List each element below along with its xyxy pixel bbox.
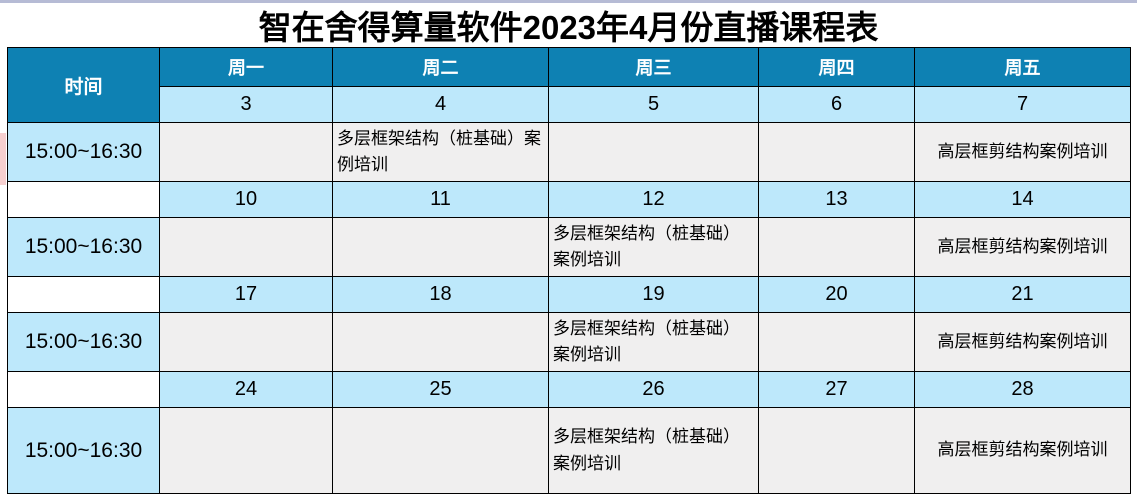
course-cell: 高层框剪结构案例培训	[914, 217, 1131, 277]
course-cell: 多层框架结构（桩基础）案例培训	[332, 122, 549, 182]
time-column-header: 时间	[7, 47, 160, 123]
empty-cell	[7, 276, 160, 313]
course-cell	[332, 217, 549, 277]
time-slot-cell: 15:00~16:30	[7, 407, 160, 494]
left-margin-marker	[0, 133, 6, 185]
course-row-week3: 15:00~16:30 多层框架结构（桩基础）案例培训 高层框剪结构案例培训	[7, 312, 1131, 372]
date-cell: 3	[159, 86, 333, 123]
date-cell: 28	[914, 371, 1131, 408]
date-row-week1: 3 4 5 6 7	[8, 86, 1131, 123]
course-cell	[159, 217, 333, 277]
time-slot-cell: 15:00~16:30	[7, 122, 160, 182]
weekday-header-mon: 周一	[159, 47, 333, 87]
page-title: 智在舍得算量软件2023年4月份直播课程表	[258, 9, 879, 46]
date-cell: 27	[758, 371, 915, 408]
date-cell: 10	[159, 181, 333, 218]
course-cell	[159, 407, 333, 494]
course-cell: 高层框剪结构案例培训	[914, 122, 1131, 182]
date-cell: 18	[332, 276, 549, 313]
course-cell: 多层框架结构（桩基础）案例培训	[548, 312, 759, 372]
date-cell: 12	[548, 181, 759, 218]
date-cell: 25	[332, 371, 549, 408]
course-cell	[159, 122, 333, 182]
course-row-week2: 15:00~16:30 多层框架结构（桩基础）案例培训 高层框剪结构案例培训	[7, 217, 1131, 277]
course-cell	[758, 122, 915, 182]
date-cell: 20	[758, 276, 915, 313]
date-cell: 4	[332, 86, 549, 123]
weekday-header-row: 时间 周一 周二 周三 周四 周五	[7, 47, 1131, 123]
course-cell	[758, 312, 915, 372]
empty-cell	[7, 181, 160, 218]
date-cell: 11	[332, 181, 549, 218]
weekday-header-fri: 周五	[914, 47, 1131, 87]
weekday-header-thu: 周四	[758, 47, 915, 87]
weekday-header-tue: 周二	[332, 47, 549, 87]
date-cell: 13	[758, 181, 915, 218]
date-row-week2: 10 11 12 13 14	[7, 181, 1131, 218]
course-row-week1: 15:00~16:30 多层框架结构（桩基础）案例培训 高层框剪结构案例培训	[7, 122, 1131, 182]
time-slot-cell: 15:00~16:30	[7, 217, 160, 277]
course-cell: 高层框剪结构案例培训	[914, 407, 1131, 494]
date-cell: 24	[159, 371, 333, 408]
date-cell: 6	[758, 86, 915, 123]
date-cell: 21	[914, 276, 1131, 313]
course-cell	[548, 122, 759, 182]
date-cell: 19	[548, 276, 759, 313]
date-cell: 5	[548, 86, 759, 123]
course-cell	[332, 312, 549, 372]
date-cell: 26	[548, 371, 759, 408]
empty-cell	[7, 371, 160, 408]
course-row-week4: 15:00~16:30 多层框架结构（桩基础）案例培训 高层框剪结构案例培训	[7, 407, 1131, 494]
course-cell	[159, 312, 333, 372]
course-cell: 多层框架结构（桩基础）案例培训	[548, 217, 759, 277]
date-cell: 14	[914, 181, 1131, 218]
course-cell: 高层框剪结构案例培训	[914, 312, 1131, 372]
date-cell: 17	[159, 276, 333, 313]
date-cell: 7	[914, 86, 1131, 123]
time-slot-cell: 15:00~16:30	[7, 312, 160, 372]
date-row-week4: 24 25 26 27 28	[7, 371, 1131, 408]
course-schedule-table: 时间 周一 周二 周三 周四 周五 3 4 5 6 7 15:00~16:30 …	[7, 47, 1131, 494]
weekday-header-wed: 周三	[548, 47, 759, 87]
course-cell	[332, 407, 549, 494]
date-row-week3: 17 18 19 20 21	[7, 276, 1131, 313]
course-cell	[758, 217, 915, 277]
course-cell	[758, 407, 915, 494]
course-cell: 多层框架结构（桩基础）案例培训	[548, 407, 759, 494]
window-top-strip	[0, 0, 1137, 3]
